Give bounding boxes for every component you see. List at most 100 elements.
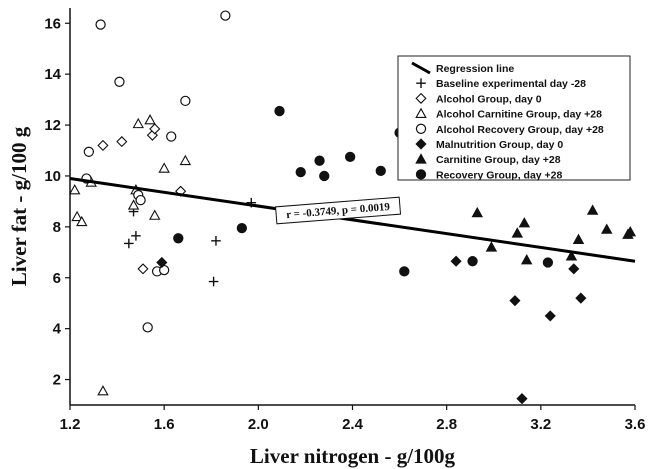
point-plus (124, 238, 134, 249)
point-circle-filled (173, 233, 184, 244)
regression-line (69, 177, 636, 263)
series-circle-open (81, 10, 231, 333)
series-circle-filled (173, 105, 554, 277)
legend-box (397, 55, 631, 181)
y-tick-label: 16 (44, 15, 61, 32)
point-triangle-filled (485, 241, 498, 252)
series-plus (124, 197, 257, 287)
x-tick-label: 2.8 (436, 416, 457, 433)
legend-swatch-diamond-filled (415, 138, 427, 150)
legend-label: Alcohol Group, day 0 (436, 93, 542, 105)
annotation-box (275, 196, 402, 225)
legend-label: Baseline experimental day -28 (436, 78, 586, 90)
legend-swatch-triangle-open (415, 107, 427, 118)
x-tick-label: 1.6 (154, 416, 175, 433)
x-tick-label: 3.6 (625, 416, 646, 433)
point-triangle-open (76, 215, 88, 227)
point-circle-filled (295, 166, 306, 178)
legend-label: Malnutrition Group, day 0 (436, 139, 563, 151)
point-diamond-open (97, 139, 109, 152)
point-circle-open (180, 95, 191, 107)
point-triangle-open (97, 385, 109, 396)
data-points (68, 10, 637, 405)
point-triangle-filled (601, 223, 613, 234)
legend-swatch-circle-open (415, 123, 427, 134)
series-triangle-filled (471, 204, 637, 265)
point-triangle-filled (572, 233, 585, 244)
point-circle-filled (399, 266, 410, 277)
point-diamond-filled (575, 292, 587, 304)
legend-regression-swatch (411, 61, 431, 75)
point-circle-open (135, 194, 146, 206)
legend-label: Regression line (436, 63, 514, 75)
legend-label: Alcohol Recovery Group, day +28 (436, 124, 604, 136)
point-triangle-filled (511, 227, 524, 238)
point-circle-filled (314, 155, 325, 166)
point-plus (208, 276, 219, 287)
point-circle-filled (542, 257, 554, 268)
y-tick-label: 8 (53, 219, 61, 236)
point-triangle-filled (518, 217, 531, 228)
point-triangle-open (127, 199, 140, 210)
point-diamond-open (149, 123, 161, 135)
series-triangle-open (68, 114, 192, 396)
point-circle-open (114, 76, 125, 87)
point-diamond-open (116, 136, 128, 148)
point-triangle-filled (471, 206, 484, 218)
y-tick-label: 10 (44, 168, 61, 185)
axes: 1.2 1.6 2.0 2.4 2.8 3.2 3.6 2 4 6 8 10 12 14 16 (44, 8, 645, 433)
point-circle-filled (319, 170, 330, 182)
x-axis-title: Liver nitrogen - g/100g (250, 444, 456, 468)
point-triangle-open (149, 209, 161, 220)
point-diamond-filled (450, 255, 462, 267)
point-triangle-filled (624, 226, 637, 237)
y-tick-label: 14 (44, 66, 61, 83)
point-circle-open (166, 131, 177, 142)
point-circle-open (220, 10, 231, 21)
point-circle-open (142, 322, 153, 333)
point-circle-filled (467, 256, 478, 267)
point-diamond-open (137, 263, 149, 275)
y-tick-label: 12 (44, 117, 61, 134)
y-tick-label: 2 (53, 372, 61, 389)
legend-label: Recovery Group, day +28 (436, 169, 563, 181)
legend-swatch-plus (416, 78, 426, 88)
point-diamond-filled (544, 310, 556, 322)
legend-label: Carnitine Group, day +28 (436, 154, 561, 166)
point-diamond-filled (156, 256, 168, 269)
point-circle-open (83, 146, 94, 157)
point-diamond-filled (568, 263, 580, 275)
regression-line-group (69, 177, 636, 263)
legend-swatch-triangle-filled (415, 153, 427, 164)
point-diamond-filled (509, 295, 521, 307)
point-triangle-filled (565, 250, 578, 261)
point-circle-filled (274, 105, 285, 117)
series-diamond-filled (156, 255, 587, 405)
x-tick-label: 2.4 (342, 416, 364, 433)
y-tick-label: 4 (53, 321, 62, 338)
point-diamond-filled (516, 393, 528, 405)
x-tick-label: 2.0 (248, 416, 269, 433)
y-tick-label: 6 (53, 270, 61, 287)
legend-label: Alcohol Carnitine Group, day +28 (436, 109, 602, 121)
point-triangle-open (71, 210, 83, 222)
legend-swatch-circle-filled (415, 169, 427, 180)
point-circle-filled (375, 165, 386, 177)
point-plus (131, 230, 141, 241)
point-circle-filled (344, 151, 356, 163)
legend-swatch-diamond-open (415, 92, 427, 104)
point-triangle-filled (520, 254, 533, 265)
x-tick-label: 3.2 (530, 416, 551, 433)
point-triangle-open (144, 114, 156, 125)
point-triangle-open (132, 117, 145, 129)
x-tick-label: 1.2 (60, 416, 81, 433)
point-plus (211, 236, 221, 246)
point-triangle-open (158, 162, 170, 173)
point-triangle-open (179, 154, 192, 166)
correlation-annotation: r = -0.3749, p = 0.0019 (275, 196, 402, 225)
point-triangle-open (68, 184, 81, 195)
point-triangle-filled (586, 204, 599, 215)
point-circle-filled (236, 222, 248, 234)
series-diamond-open (97, 123, 187, 275)
